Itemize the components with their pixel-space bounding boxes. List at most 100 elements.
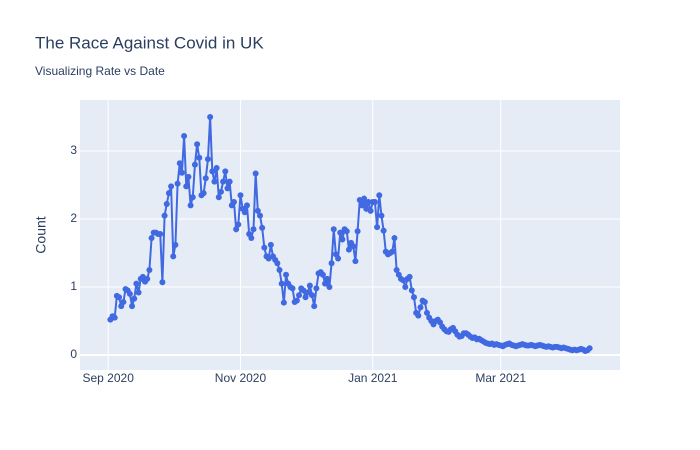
marker — [174, 180, 181, 187]
marker — [252, 170, 259, 177]
marker — [335, 255, 342, 262]
marker — [358, 202, 365, 209]
marker — [352, 258, 359, 265]
marker — [215, 194, 222, 201]
marker — [339, 236, 346, 243]
marker — [586, 345, 593, 352]
chart-subtitle: Visualizing Rate vs Date — [35, 64, 165, 78]
marker — [374, 224, 381, 231]
marker — [278, 280, 285, 287]
marker — [185, 173, 192, 180]
x-tick-label: Jan 2021 — [348, 371, 398, 385]
marker — [417, 304, 424, 311]
y-tick-label: 2 — [70, 211, 77, 225]
marker — [200, 190, 207, 197]
marker — [276, 267, 283, 274]
marker — [129, 303, 136, 310]
marker — [304, 289, 311, 296]
marker — [296, 292, 303, 299]
marker — [159, 279, 166, 286]
marker — [131, 295, 138, 302]
marker — [365, 199, 372, 206]
marker — [202, 175, 209, 182]
marker — [259, 224, 266, 231]
x-tick-label: Sep 2020 — [82, 371, 134, 385]
marker — [135, 289, 142, 296]
marker — [209, 168, 216, 175]
marker — [306, 282, 313, 289]
marker — [161, 212, 168, 219]
marker — [220, 178, 227, 185]
marker — [345, 246, 352, 253]
marker — [243, 202, 250, 209]
y-tick-label: 1 — [70, 279, 77, 293]
marker — [165, 190, 172, 197]
marker — [337, 229, 344, 236]
marker — [224, 185, 231, 192]
chart-title: The Race Against Covid in UK — [35, 33, 264, 52]
marker — [250, 226, 257, 233]
x-tick-label: Mar 2021 — [475, 371, 526, 385]
marker — [168, 183, 175, 190]
marker — [189, 194, 196, 201]
marker — [354, 228, 361, 235]
marker — [257, 212, 263, 219]
marker — [241, 209, 248, 216]
marker — [157, 230, 164, 237]
marker — [217, 188, 224, 195]
marker — [183, 183, 190, 190]
marker — [191, 161, 198, 168]
marker — [207, 114, 214, 121]
marker — [293, 297, 300, 304]
marker — [328, 260, 335, 267]
marker — [283, 271, 290, 278]
marker — [367, 207, 374, 214]
marker — [423, 309, 430, 316]
marker — [343, 228, 350, 235]
marker — [311, 303, 318, 310]
marker — [120, 298, 127, 305]
marker — [402, 284, 409, 291]
marker — [389, 248, 396, 255]
marker — [393, 267, 400, 274]
marker — [274, 260, 281, 267]
marker — [163, 201, 170, 208]
marker — [116, 294, 123, 301]
y-tick-label: 3 — [70, 143, 77, 157]
marker — [267, 241, 274, 248]
marker — [233, 226, 240, 233]
marker — [378, 212, 385, 219]
marker — [170, 253, 177, 260]
y-tick-label: 0 — [70, 347, 77, 361]
marker — [380, 227, 387, 234]
marker — [213, 165, 220, 172]
marker — [280, 299, 287, 306]
marker — [254, 207, 261, 214]
plot-area — [80, 100, 620, 370]
marker — [226, 178, 233, 185]
marker — [261, 244, 268, 251]
x-tick-label: Nov 2020 — [215, 371, 267, 385]
marker — [421, 298, 428, 305]
marker — [415, 312, 422, 319]
marker — [181, 133, 188, 140]
marker — [406, 273, 413, 280]
marker — [148, 235, 155, 242]
marker — [330, 226, 337, 233]
marker — [289, 285, 296, 292]
y-axis-label: Count — [33, 216, 49, 253]
marker — [408, 287, 415, 294]
marker — [237, 192, 244, 199]
marker — [302, 294, 309, 301]
marker — [111, 314, 118, 321]
marker — [319, 271, 326, 278]
marker — [204, 156, 211, 163]
marker — [326, 284, 333, 291]
marker — [248, 235, 255, 242]
marker — [410, 294, 417, 301]
marker — [211, 178, 218, 185]
marker — [176, 160, 183, 167]
marker — [196, 154, 203, 161]
